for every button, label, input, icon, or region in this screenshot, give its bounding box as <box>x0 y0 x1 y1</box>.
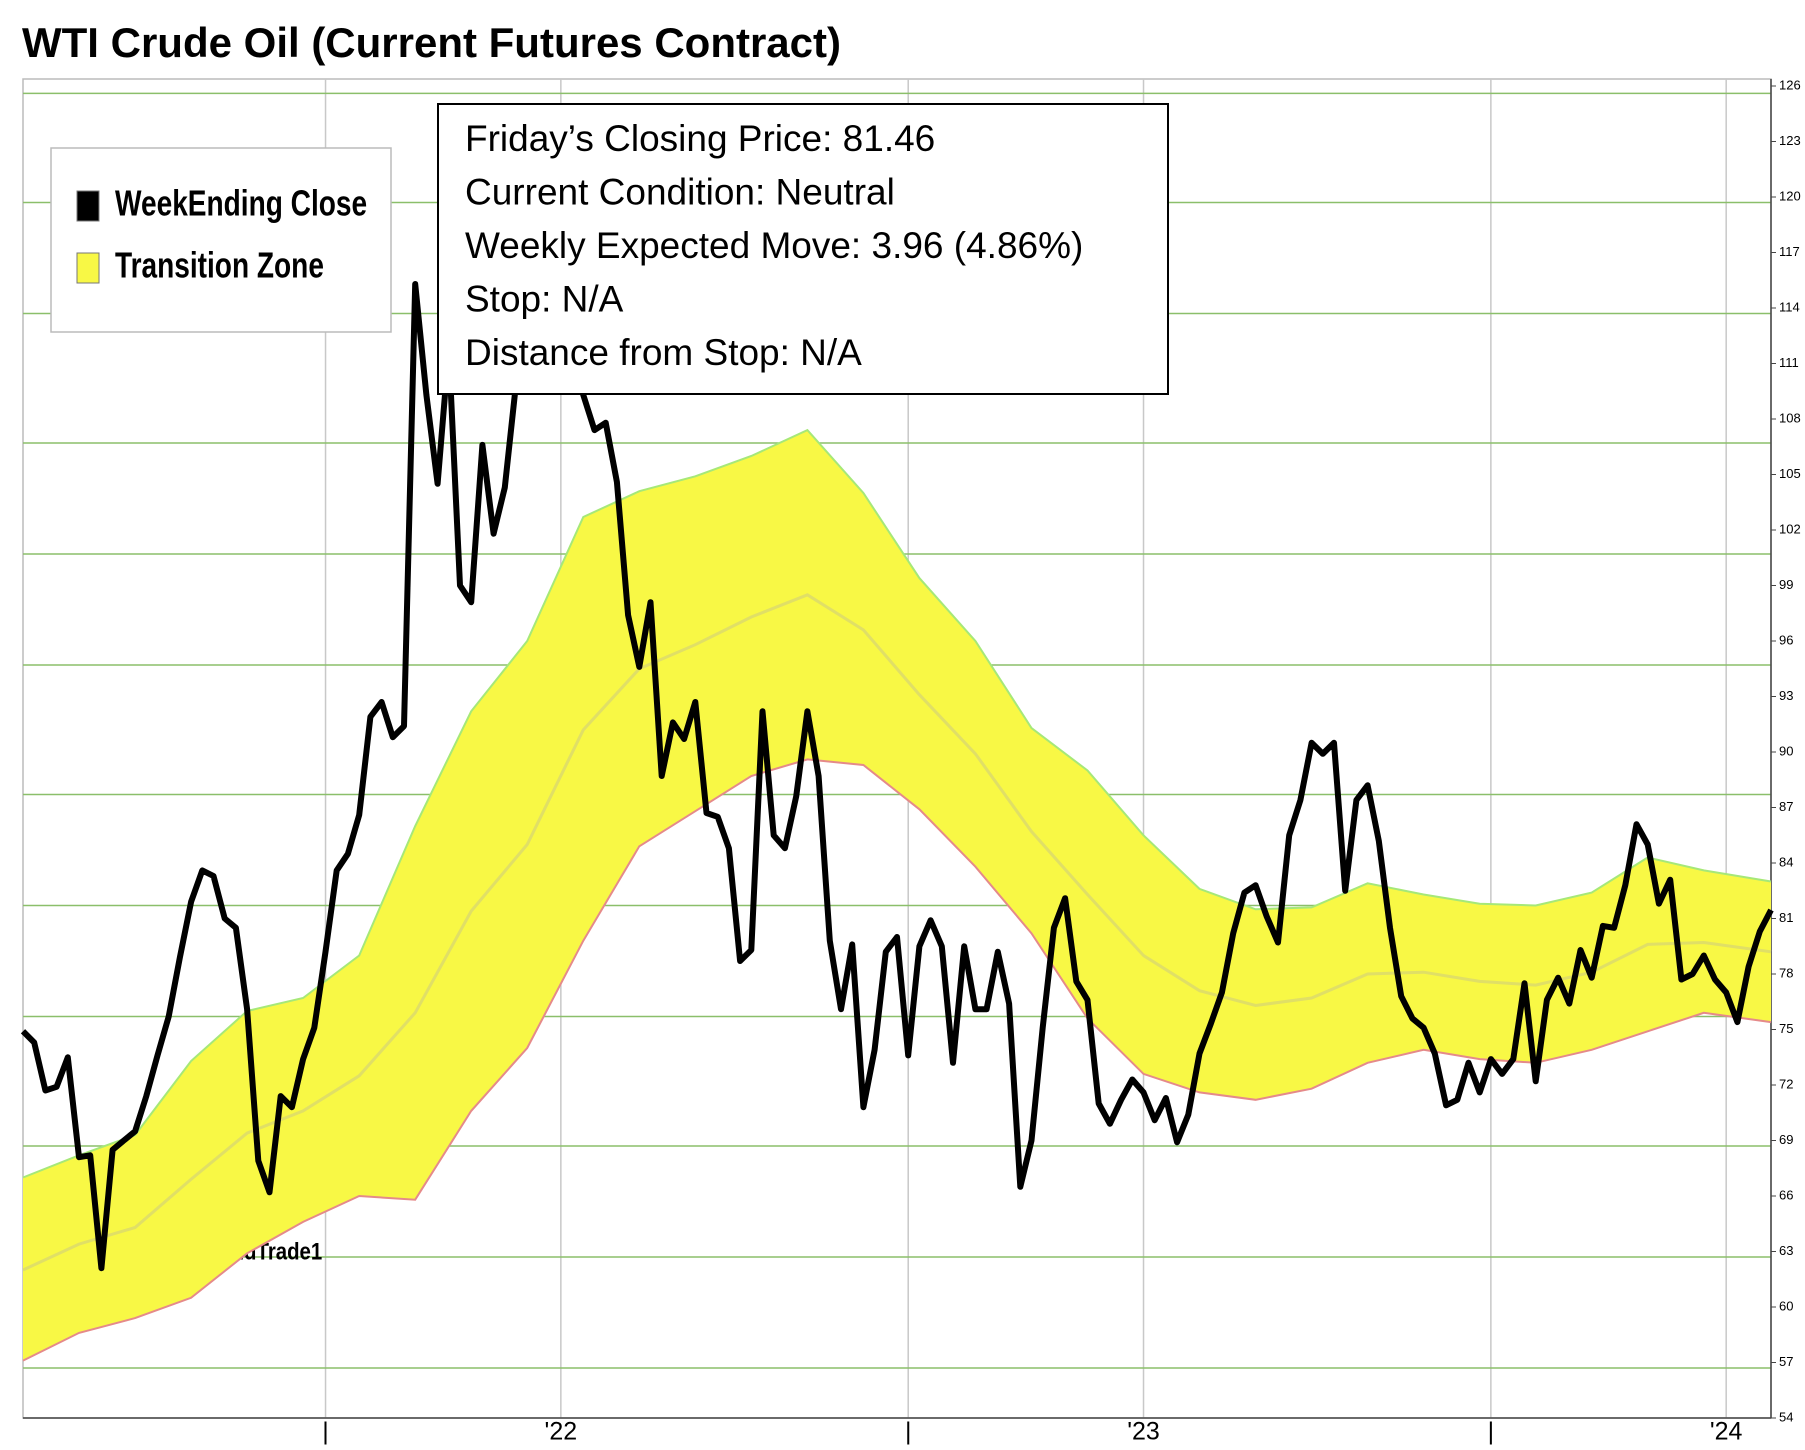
y-tick-label: 54 <box>1779 1409 1793 1424</box>
y-tick-label: 99 <box>1779 577 1793 592</box>
legend-box <box>50 147 392 333</box>
y-tick-label: 93 <box>1779 688 1793 703</box>
zone-lower <box>22 758 1772 1362</box>
info-line: Current Condition: Neutral <box>465 171 895 212</box>
zone-middle <box>22 593 1772 1272</box>
x-tick-label: | <box>322 1418 329 1446</box>
y-tick-label: 111 <box>1779 355 1799 370</box>
y-tick-label: 78 <box>1779 965 1793 980</box>
close-line <box>20 281 1774 1272</box>
y-tick-label: 96 <box>1779 632 1793 647</box>
info-box: Friday’s Closing Price: 81.46 Current Con… <box>437 103 1169 395</box>
info-line: Friday’s Closing Price: 81.46 <box>465 118 935 159</box>
zone-upper <box>22 428 1772 1179</box>
x-tick-label: '22 <box>545 1418 578 1446</box>
y-tick-label: 81 <box>1779 910 1793 925</box>
legend-swatch <box>76 252 100 284</box>
y-tick-label: 117 <box>1779 244 1800 259</box>
info-line: Weekly Expected Move: 3.96 (4.86%) <box>465 225 1083 266</box>
y-tick-label: 90 <box>1779 743 1793 758</box>
y-tick-label: 120 <box>1779 188 1801 203</box>
x-tick-label: | <box>905 1418 912 1446</box>
y-tick-label: 102 <box>1779 521 1801 536</box>
transition-zone <box>23 430 1771 1361</box>
y-tick-label: 108 <box>1779 410 1801 425</box>
legend: WeekEnding Close Transition Zone <box>50 147 392 333</box>
y-tick-label: 69 <box>1779 1132 1793 1147</box>
y-tick-label: 57 <box>1779 1354 1793 1369</box>
legend-swatch <box>76 190 100 222</box>
info-frame <box>437 103 1169 395</box>
legend-label: WeekEnding Close <box>115 183 367 223</box>
y-tick-label: 126 <box>1779 77 1801 92</box>
y-tick-label: 84 <box>1779 854 1793 869</box>
x-tick-label: | <box>1488 1418 1495 1446</box>
x-tick-label: '24 <box>1710 1418 1743 1446</box>
y-tick-label: 66 <box>1779 1187 1793 1202</box>
y-tick-label: 105 <box>1779 466 1801 481</box>
y-tick-label: 60 <box>1779 1298 1793 1313</box>
y-tick-label: 63 <box>1779 1243 1793 1258</box>
x-tick-label: '23 <box>1127 1418 1160 1446</box>
y-tick-label: 123 <box>1779 133 1801 148</box>
info-line: Distance from Stop: N/A <box>465 332 862 373</box>
legend-label: Transition Zone <box>115 245 324 285</box>
info-line: Stop: N/A <box>465 278 624 319</box>
y-tick-label: 75 <box>1779 1021 1793 1036</box>
y-tick-label: 72 <box>1779 1076 1793 1091</box>
y-tick-label: 87 <box>1779 799 1793 814</box>
y-tick-label: 114 <box>1779 299 1800 314</box>
chart-title: WTI Crude Oil (Current Futures Contract) <box>22 19 841 66</box>
